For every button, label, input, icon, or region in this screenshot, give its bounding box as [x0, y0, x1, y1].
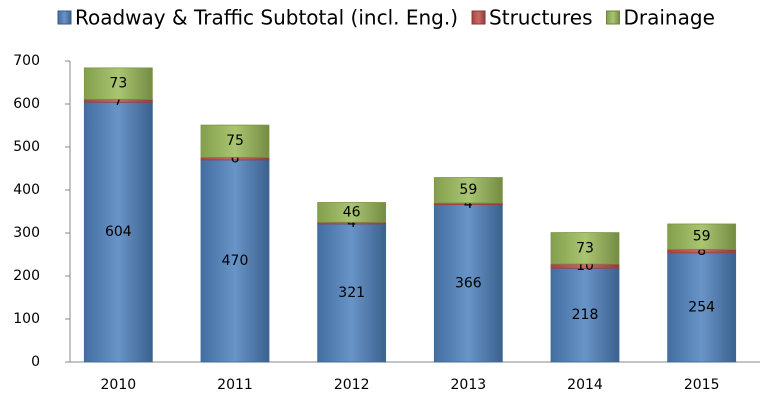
legend-swatch	[57, 10, 72, 25]
data-label: 4	[464, 196, 473, 212]
legend-swatch	[606, 10, 620, 25]
data-label: 73	[576, 240, 594, 256]
y-tick-label: 500	[13, 139, 40, 155]
data-label: 4	[347, 215, 356, 231]
legend-label: Structures	[489, 6, 592, 30]
data-label: 46	[343, 204, 361, 220]
bar-segment	[550, 267, 620, 363]
y-tick-label: 400	[13, 182, 40, 198]
data-label: 254	[688, 299, 715, 315]
y-tick-label: 200	[13, 268, 40, 284]
data-label: 75	[226, 133, 244, 149]
bar-segment	[550, 232, 620, 265]
data-label: 321	[338, 285, 365, 301]
bar-segment	[317, 223, 387, 363]
y-tick-label: 600	[13, 96, 40, 112]
data-label: 73	[109, 76, 127, 92]
data-label: 59	[693, 229, 711, 245]
bar-segment	[667, 223, 737, 250]
data-label: 470	[222, 253, 249, 269]
bar-segment	[667, 252, 737, 363]
data-label: 7	[114, 93, 123, 109]
x-tick-label: 2012	[334, 377, 370, 393]
bar-segment	[200, 124, 270, 158]
x-tick-label: 2010	[101, 377, 137, 393]
data-label: 59	[459, 182, 477, 198]
x-tick-label: 2011	[217, 377, 253, 393]
data-label: 8	[697, 243, 706, 259]
legend-label: Roadway & Traffic Subtotal (incl. Eng.)	[75, 6, 458, 30]
bar-segment	[433, 177, 503, 204]
x-tick-label: 2015	[684, 377, 720, 393]
legend-label: Drainage	[624, 6, 715, 30]
data-label: 604	[105, 224, 132, 240]
data-label: 366	[455, 275, 482, 291]
legend-swatch	[471, 10, 486, 25]
y-tick-label: 100	[13, 311, 40, 327]
bar-segment	[433, 204, 503, 363]
bar-segment	[83, 67, 153, 100]
data-label: 6	[231, 151, 240, 167]
data-label: 218	[572, 307, 599, 323]
y-tick-label: 300	[13, 225, 40, 241]
x-tick-label: 2013	[451, 377, 487, 393]
y-tick-label: 0	[31, 354, 40, 370]
x-tick-label: 2014	[567, 377, 603, 393]
y-tick-label: 700	[13, 53, 40, 69]
bar-segment	[317, 202, 387, 223]
